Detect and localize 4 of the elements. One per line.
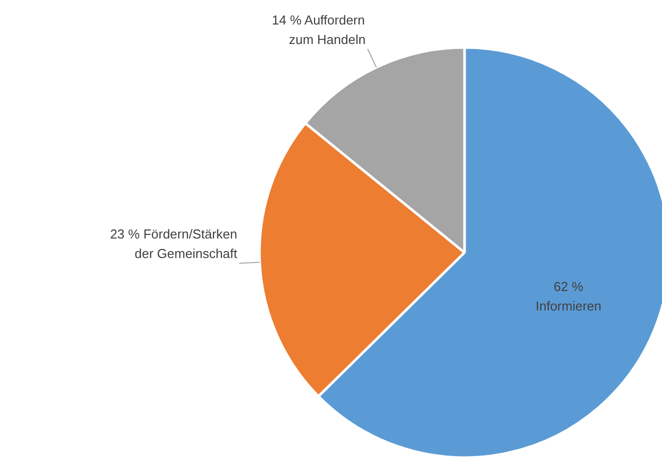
data-label: 62 %: [554, 278, 584, 294]
slice-label: 23 % Fördern/Stärken der Gemeinschaft: [110, 226, 238, 262]
slice-label: 14 % Auffordern zum Handeln: [272, 12, 366, 47]
slice-label: Informieren: [536, 298, 602, 314]
